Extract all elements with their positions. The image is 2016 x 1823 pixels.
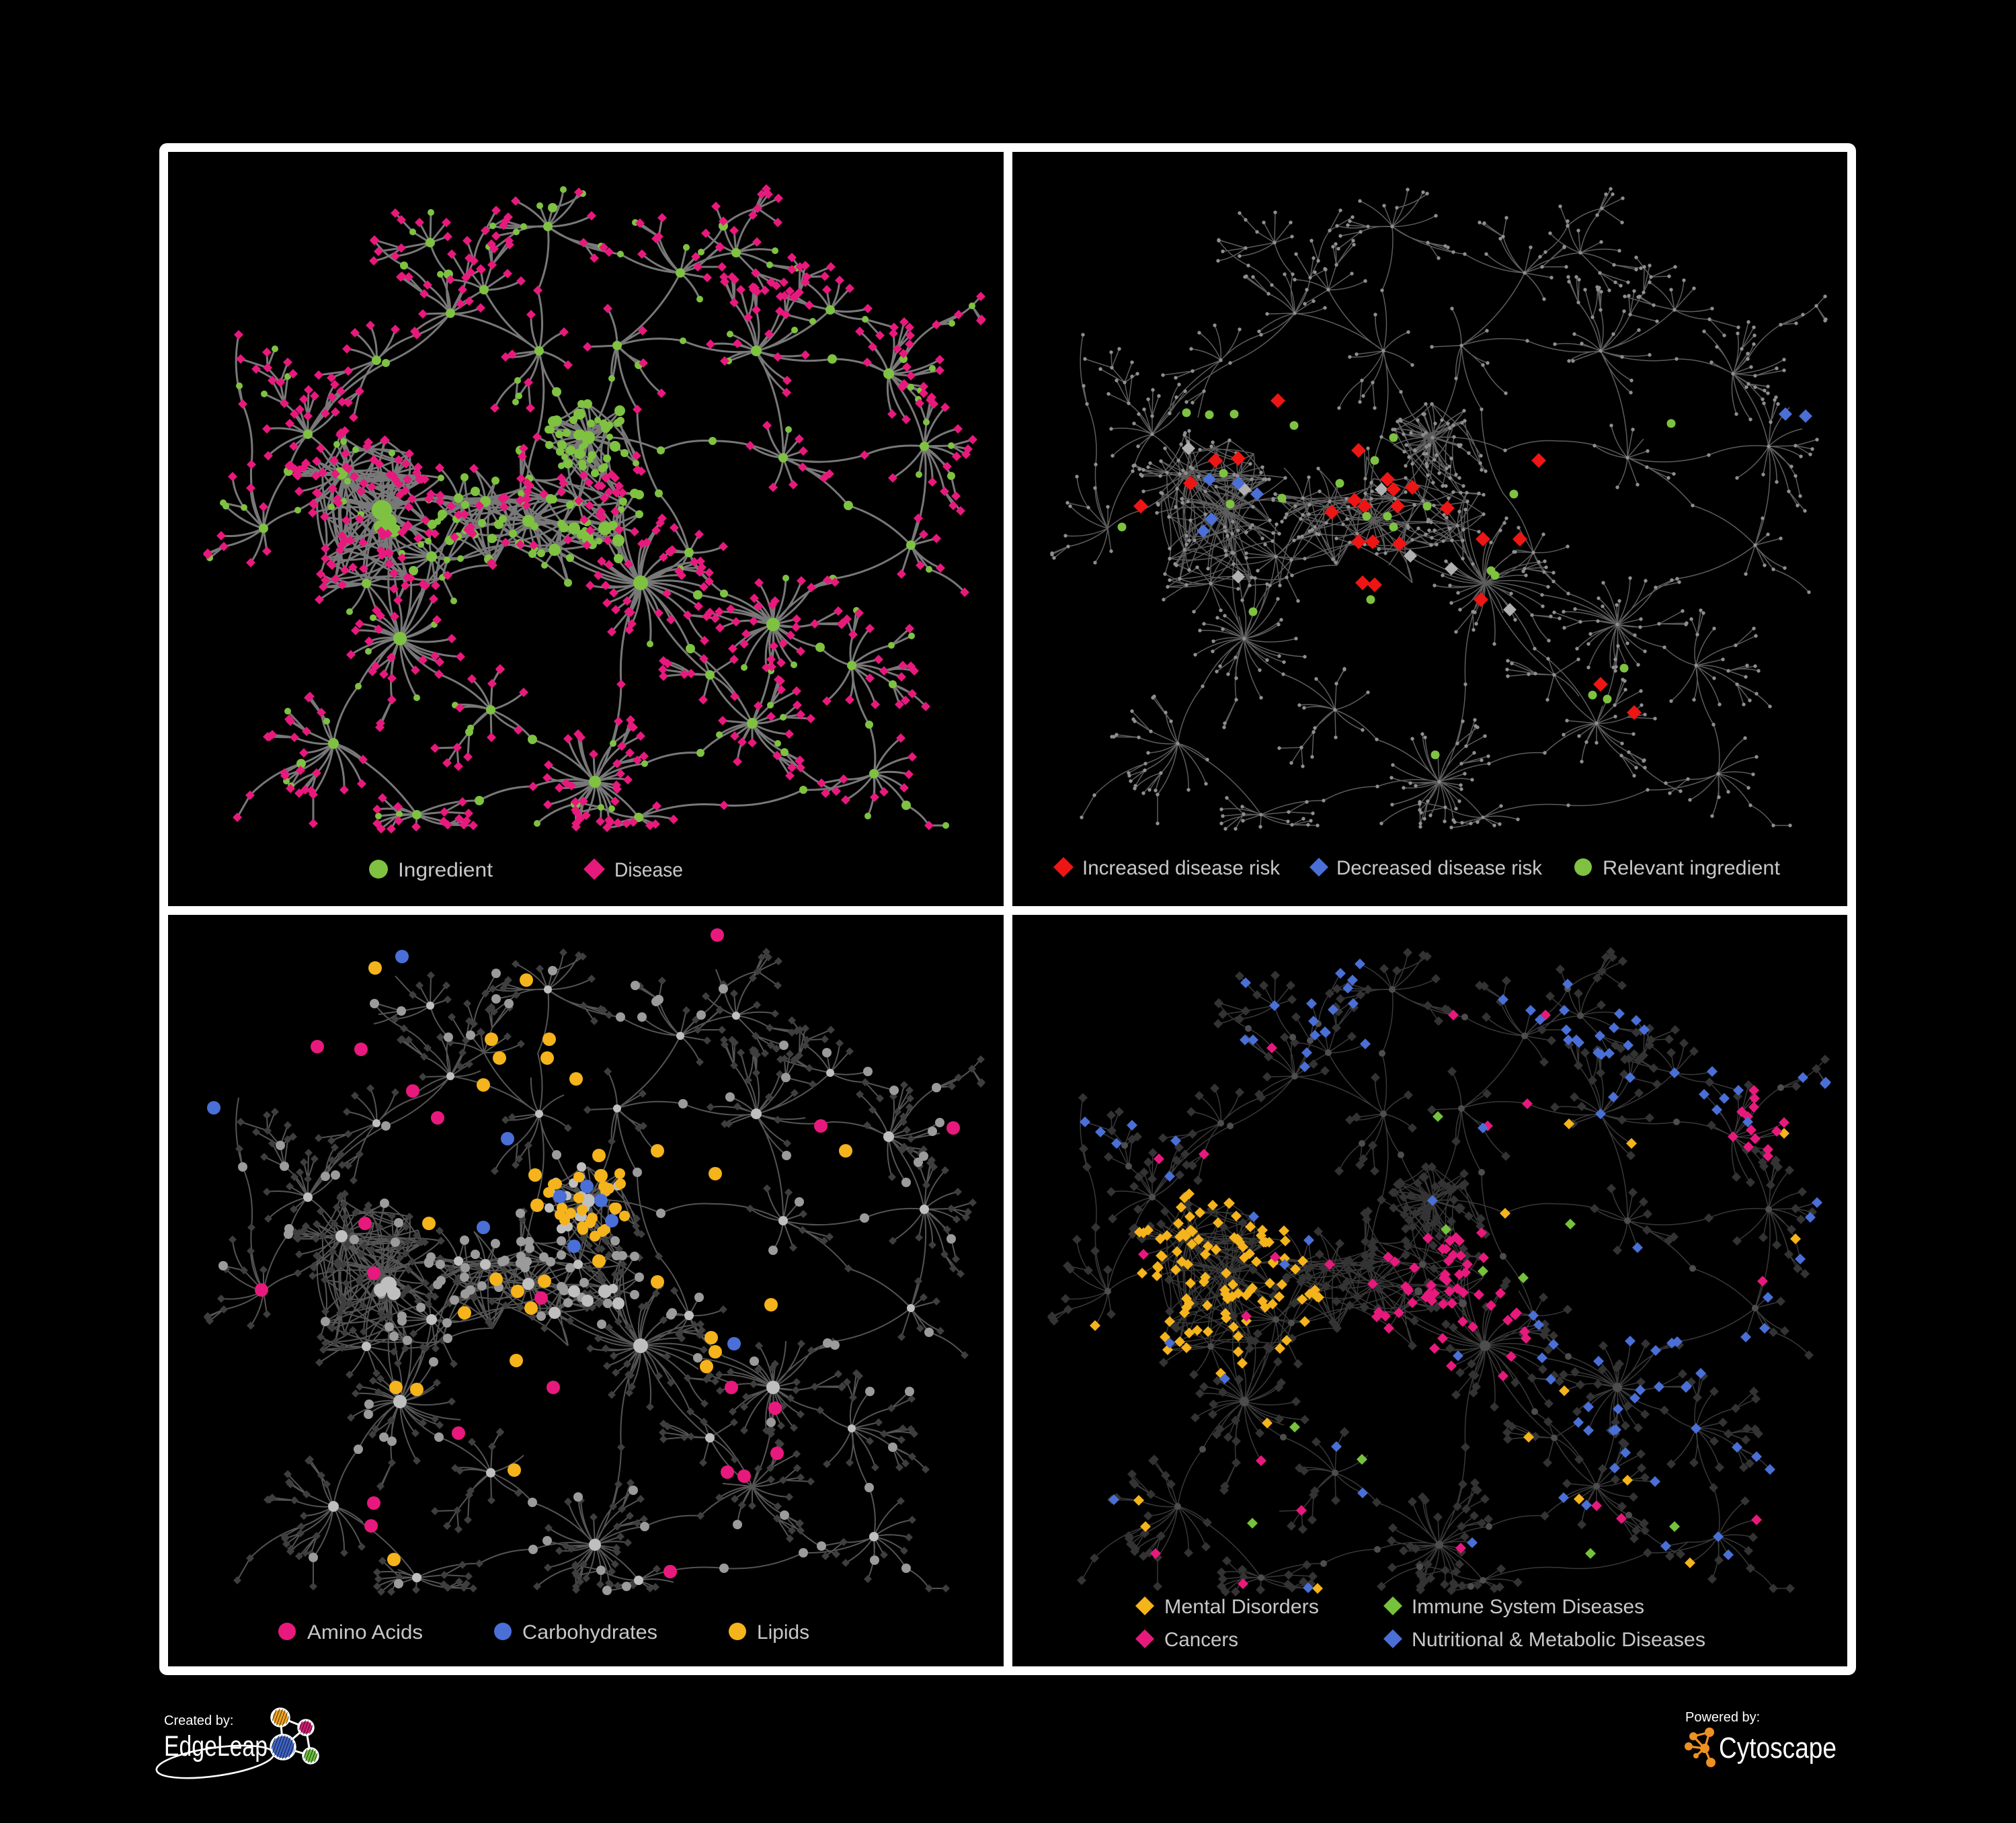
svg-text:Increased disease risk: Increased disease risk	[1082, 857, 1281, 879]
svg-text:Mental Disorders: Mental Disorders	[1164, 1596, 1319, 1618]
svg-text:Ingredient: Ingredient	[398, 859, 493, 881]
svg-text:Cytoscape: Cytoscape	[1719, 1732, 1837, 1765]
svg-text:Cancers: Cancers	[1164, 1629, 1238, 1651]
svg-text:Created by:: Created by:	[164, 1713, 233, 1728]
svg-text:Relevant ingredient: Relevant ingredient	[1603, 857, 1781, 879]
svg-text:Decreased disease risk: Decreased disease risk	[1336, 857, 1543, 879]
svg-text:Disease: Disease	[614, 859, 683, 881]
svg-text:Lipids: Lipids	[757, 1621, 809, 1644]
svg-text:Powered by:: Powered by:	[1685, 1710, 1760, 1725]
svg-text:Immune System Diseases: Immune System Diseases	[1412, 1596, 1644, 1618]
svg-text:Carbohydrates: Carbohydrates	[522, 1621, 657, 1644]
svg-text:Nutritional & Metabolic Diseas: Nutritional & Metabolic Diseases	[1412, 1629, 1705, 1651]
svg-text:Amino Acids: Amino Acids	[307, 1621, 423, 1644]
